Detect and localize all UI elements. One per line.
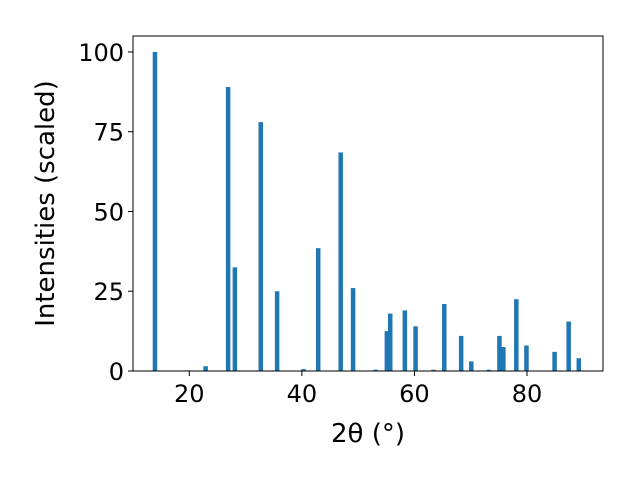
- bar-13: [387, 313, 393, 371]
- x-tick-label: 20: [174, 380, 205, 408]
- bar-23: [514, 299, 519, 371]
- bar-24: [524, 345, 529, 371]
- bar-5: [258, 122, 264, 371]
- y-tick-label: 25: [93, 278, 124, 306]
- plot-frame: [132, 35, 604, 372]
- bar-14: [402, 310, 408, 371]
- bar-18: [458, 335, 464, 371]
- y-axis-ticks: 0 25 50 75 100: [78, 39, 133, 386]
- y-tick-label: 0: [109, 358, 124, 386]
- bar-26: [566, 321, 571, 371]
- bar-11: [373, 369, 378, 371]
- bar-22: [501, 347, 506, 371]
- bar-4: [232, 267, 238, 371]
- bar-16: [431, 369, 436, 371]
- bar-20: [486, 369, 491, 371]
- bar-10: [350, 288, 356, 371]
- x-axis-label: 2θ (°): [331, 419, 405, 449]
- bar-7: [301, 369, 306, 371]
- x-axis-ticks: 20 40 60 80: [174, 371, 542, 408]
- bar-17: [442, 304, 447, 371]
- y-tick-label: 100: [78, 39, 124, 67]
- x-tick-label: 80: [512, 380, 543, 408]
- y-axis-label: Intensities (scaled): [31, 80, 61, 327]
- bar-21: [497, 335, 502, 371]
- bar-2: [203, 366, 208, 371]
- bar-12: [384, 331, 390, 371]
- bar-0: [152, 51, 158, 371]
- bar-27: [576, 358, 582, 371]
- y-tick-label: 75: [93, 119, 124, 147]
- bar-8: [315, 248, 321, 371]
- x-tick-label: 60: [399, 380, 430, 408]
- bar-25: [552, 351, 557, 371]
- x-tick-label: 40: [287, 380, 318, 408]
- bar-6: [274, 291, 280, 371]
- bar-15: [413, 326, 418, 371]
- bar-series: [152, 51, 582, 372]
- y-tick-label: 50: [93, 198, 124, 226]
- bar-9: [338, 152, 343, 371]
- bar-19: [469, 361, 474, 371]
- bar-3: [225, 87, 231, 372]
